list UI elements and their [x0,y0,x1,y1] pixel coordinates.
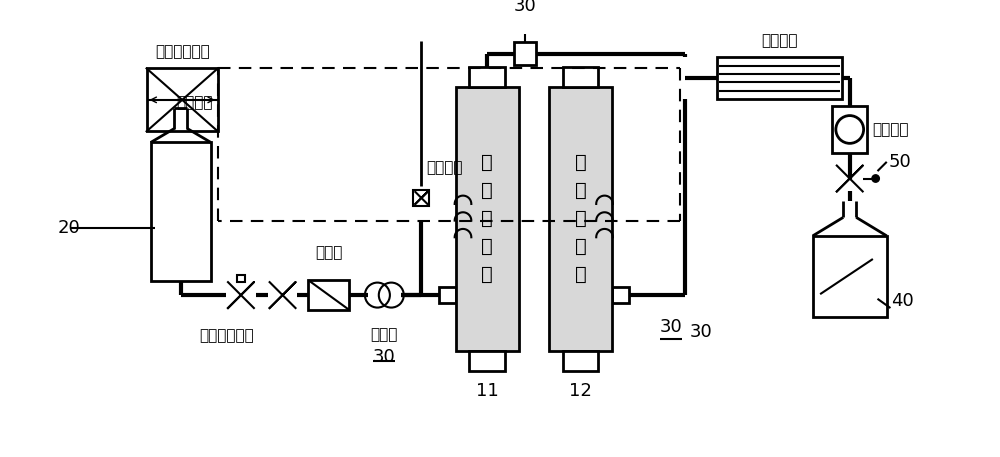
Text: 第
二
变
压
器: 第 二 变 压 器 [575,153,586,284]
Text: 流量计: 流量计 [371,328,398,342]
Text: 30: 30 [660,318,683,336]
Bar [832,106,867,153]
Text: 过滤装置: 过滤装置 [872,122,908,137]
Text: 气动和电磁阀: 气动和电磁阀 [200,329,254,343]
Bar [563,67,598,87]
Text: 智能控制系统: 智能控制系统 [155,44,210,59]
Bar [612,287,629,303]
Bar [151,143,211,281]
Bar [813,236,887,317]
Bar [563,351,598,371]
Text: 20: 20 [58,218,80,237]
Bar [413,190,429,206]
Bar [514,43,536,65]
Bar [549,87,612,351]
Bar [147,69,218,131]
Text: 12: 12 [569,382,592,400]
Bar [469,351,505,371]
Text: 30: 30 [514,0,536,15]
Text: 过滤器: 过滤器 [315,245,343,260]
Text: 30: 30 [373,348,396,366]
Bar [717,57,842,99]
Text: 30: 30 [690,323,712,341]
Text: 40: 40 [891,292,914,310]
Text: 50: 50 [889,153,911,171]
Bar [237,275,245,282]
Bar [308,280,349,310]
Bar [439,287,456,303]
Text: 冷却装置: 冷却装置 [762,33,798,48]
Circle shape [872,175,879,182]
Text: 高压氮气: 高压氮气 [176,95,213,110]
Bar [456,87,519,351]
Text: 11: 11 [476,382,498,400]
Text: 第
一
变
压
器: 第 一 变 压 器 [481,153,493,284]
Text: 高压氮气: 高压氮气 [426,160,462,175]
Bar [469,67,505,87]
